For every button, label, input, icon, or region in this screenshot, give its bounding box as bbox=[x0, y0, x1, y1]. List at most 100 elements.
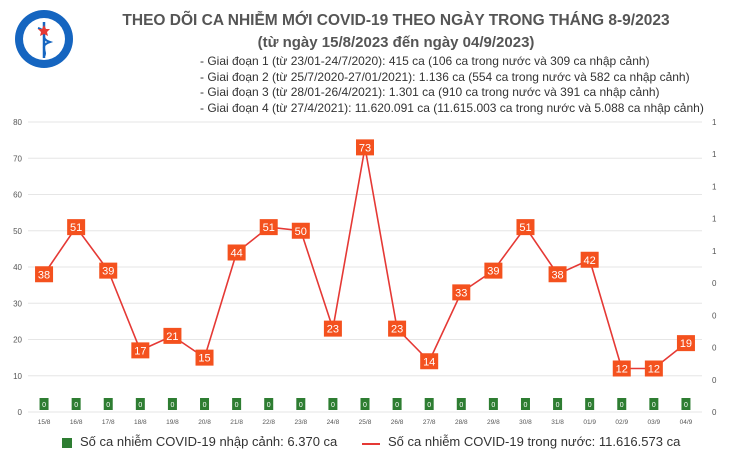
data-label-box bbox=[163, 327, 182, 344]
bar-imported bbox=[135, 398, 145, 410]
data-label-box bbox=[356, 139, 374, 156]
y-tick-label: 60 bbox=[13, 191, 22, 200]
data-label: 51 bbox=[519, 222, 531, 234]
bar-imported bbox=[617, 398, 627, 410]
data-label: 33 bbox=[455, 287, 467, 299]
data-label-box bbox=[452, 284, 471, 301]
bar-data-label: 0 bbox=[106, 402, 110, 409]
data-label: 23 bbox=[391, 324, 403, 336]
stage-summary: - Giai đoạn 1 (từ 23/01-24/7/2020): 415 … bbox=[200, 54, 704, 116]
stage-line-1: - Giai đoạn 1 (từ 23/01-24/7/2020): 415 … bbox=[200, 54, 650, 68]
bar-imported bbox=[328, 398, 338, 410]
x-tick-label: 25/8 bbox=[359, 419, 372, 426]
ministry-of-health-logo bbox=[15, 10, 73, 68]
y-tick-label: 50 bbox=[13, 227, 22, 236]
x-tick-label: 28/8 bbox=[455, 419, 468, 426]
y2-tick-label: 0 bbox=[712, 279, 717, 288]
data-label: 19 bbox=[680, 338, 692, 350]
bar-imported bbox=[392, 398, 402, 410]
data-label: 12 bbox=[648, 364, 660, 376]
bar-data-label: 0 bbox=[235, 402, 239, 409]
x-tick-label: 01/9 bbox=[583, 419, 596, 426]
x-tick-label: 23/8 bbox=[294, 419, 307, 426]
bar-imported bbox=[681, 398, 691, 410]
data-label: 73 bbox=[359, 142, 371, 154]
bar-data-label: 0 bbox=[170, 402, 174, 409]
bar-data-label: 0 bbox=[459, 402, 463, 409]
data-label-box bbox=[612, 360, 631, 377]
data-label: 51 bbox=[70, 222, 82, 234]
data-label-box bbox=[227, 244, 246, 261]
bar-imported bbox=[520, 398, 530, 410]
y2-tick-label: 1 bbox=[712, 182, 717, 191]
x-tick-label: 27/8 bbox=[423, 419, 436, 426]
y-tick-label: 0 bbox=[18, 408, 23, 417]
data-label: 39 bbox=[487, 266, 499, 278]
data-label: 44 bbox=[230, 248, 242, 260]
data-label-box bbox=[676, 335, 695, 352]
bar-imported bbox=[232, 398, 242, 410]
bar-imported bbox=[424, 398, 434, 410]
bar-imported bbox=[39, 398, 49, 410]
data-label: 50 bbox=[295, 226, 307, 238]
bar-imported bbox=[649, 398, 659, 410]
bar-data-label: 0 bbox=[491, 402, 495, 409]
x-tick-label: 21/8 bbox=[230, 419, 243, 426]
chart-title: THEO DÕI CA NHIỄM MỚI COVID-19 THEO NGÀY… bbox=[122, 12, 670, 29]
stage-line-3: - Giai đoạn 3 (từ 28/01-26/4/2021): 1.30… bbox=[200, 85, 660, 99]
x-tick-label: 31/8 bbox=[551, 419, 564, 426]
data-label-box bbox=[131, 342, 150, 359]
data-label-box bbox=[516, 219, 535, 236]
data-label: 51 bbox=[263, 222, 275, 234]
bar-data-label: 0 bbox=[74, 402, 78, 409]
bar-imported bbox=[103, 398, 113, 410]
x-tick-label: 24/8 bbox=[327, 419, 340, 426]
bar-data-label: 0 bbox=[299, 402, 303, 409]
y-tick-label: 40 bbox=[13, 263, 22, 272]
bar-data-label: 0 bbox=[363, 402, 367, 409]
x-tick-label: 02/9 bbox=[615, 419, 628, 426]
y2-tick-label: 1 bbox=[712, 215, 717, 224]
x-tick-label: 18/8 bbox=[134, 419, 147, 426]
x-tick-label: 30/8 bbox=[519, 419, 532, 426]
x-tick-label: 26/8 bbox=[391, 419, 404, 426]
data-label-box bbox=[388, 320, 407, 337]
x-tick-label: 29/8 bbox=[487, 419, 500, 426]
bar-imported bbox=[360, 398, 370, 410]
y2-tick-label: 1 bbox=[712, 150, 717, 159]
data-label-box bbox=[580, 251, 599, 268]
y2-tick-label: 1 bbox=[712, 247, 717, 256]
y2-tick-label: 0 bbox=[712, 344, 717, 353]
y2-tick-label: 0 bbox=[712, 376, 717, 385]
chart-subtitle: (từ ngày 15/8/2023 đến ngày 04/9/2023) bbox=[257, 34, 535, 51]
data-label-box bbox=[644, 360, 663, 377]
legend-bar-label: Số ca nhiễm COVID-19 nhập cảnh: 6.370 ca bbox=[80, 434, 338, 449]
bar-imported bbox=[167, 398, 177, 410]
y-tick-label: 80 bbox=[13, 118, 22, 127]
data-label: 17 bbox=[134, 345, 146, 357]
data-label-box bbox=[291, 222, 310, 239]
stage-line-4: - Giai đoạn 4 (từ 27/4/2021): 11.620.091… bbox=[200, 100, 704, 115]
bar-data-label: 0 bbox=[138, 402, 142, 409]
data-label-box bbox=[35, 266, 54, 283]
data-label: 39 bbox=[102, 266, 114, 278]
bar-data-label: 0 bbox=[620, 402, 624, 409]
legend-line-swatch bbox=[362, 443, 380, 445]
x-tick-label: 16/8 bbox=[70, 419, 83, 426]
bar-data-label: 0 bbox=[203, 402, 207, 409]
data-label: 38 bbox=[38, 269, 50, 281]
data-label-box bbox=[259, 219, 278, 236]
stage-line-2: - Giai đoạn 2 (từ 25/7/2020-27/01/2021):… bbox=[200, 69, 690, 84]
bar-data-label: 0 bbox=[588, 402, 592, 409]
y-tick-label: 10 bbox=[13, 372, 22, 381]
data-label-box bbox=[323, 320, 342, 337]
x-tick-label: 15/8 bbox=[38, 419, 51, 426]
x-tick-label: 04/9 bbox=[680, 419, 693, 426]
data-label: 14 bbox=[423, 356, 435, 368]
bar-imported bbox=[553, 398, 563, 410]
y2-tick-label: 0 bbox=[712, 311, 717, 320]
data-label-box bbox=[484, 262, 503, 279]
bar-imported bbox=[200, 398, 210, 410]
data-label-box bbox=[67, 219, 86, 236]
